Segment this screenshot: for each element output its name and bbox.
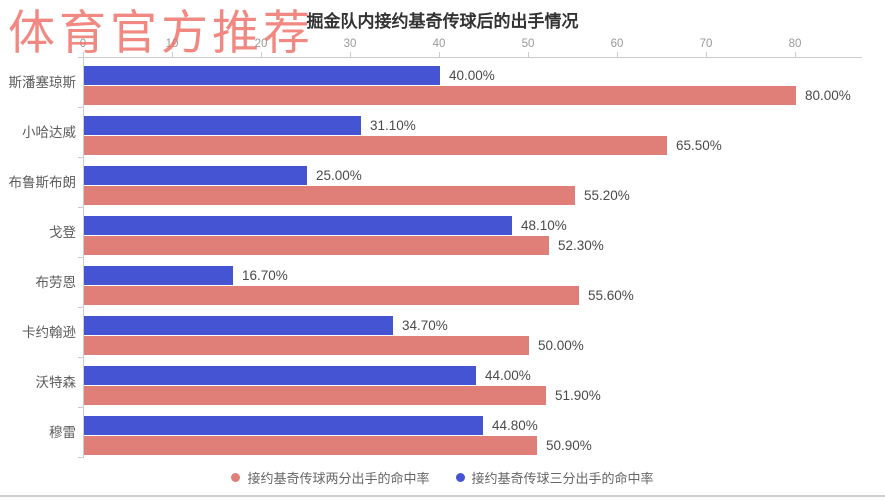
y-axis-tick-mark xyxy=(78,257,83,258)
x-axis-tick-mark xyxy=(439,52,440,57)
x-axis-tick-label: 0 xyxy=(79,38,87,50)
x-axis-tick-mark xyxy=(350,52,351,57)
bar-value-label: 25.00% xyxy=(316,168,362,183)
x-axis-tick-mark xyxy=(795,52,796,57)
bar-three-point[interactable] xyxy=(84,216,512,235)
y-axis-tick-mark xyxy=(78,207,83,208)
legend-item-two-point[interactable]: 接约基奇传球两分出手的命中率 xyxy=(231,468,430,487)
bottom-divider xyxy=(0,495,885,497)
legend-item-three-point[interactable]: 接约基奇传球三分出手的命中率 xyxy=(455,468,654,487)
bar-value-label: 34.70% xyxy=(402,318,448,333)
bar-value-label: 55.60% xyxy=(588,288,634,303)
category-label: 布劳恩 xyxy=(35,275,77,290)
bar-value-label: 65.50% xyxy=(676,138,722,153)
bar-value-label: 44.80% xyxy=(492,418,538,433)
x-axis-tick-mark xyxy=(172,52,173,57)
legend: 接约基奇传球两分出手的命中率 接约基奇传球三分出手的命中率 xyxy=(0,468,885,486)
x-axis-tick-label: 20 xyxy=(254,38,268,50)
bar-value-label: 48.10% xyxy=(521,218,567,233)
legend-item-label: 接约基奇传球三分出手的命中率 xyxy=(471,470,654,486)
x-axis-tick-label: 80 xyxy=(788,38,802,50)
bar-three-point[interactable] xyxy=(84,116,361,135)
bar-value-label: 52.30% xyxy=(558,238,604,253)
x-axis-tick-label: 10 xyxy=(165,38,179,50)
x-axis-tick-label: 30 xyxy=(343,38,357,50)
x-axis-tick-mark xyxy=(83,52,84,57)
x-axis-tick-label: 60 xyxy=(610,38,624,50)
bar-three-point[interactable] xyxy=(84,266,233,285)
legend-dot-blue xyxy=(455,472,465,482)
category-label: 小哈达威 xyxy=(22,125,76,140)
x-axis-tick-mark xyxy=(706,52,707,57)
y-axis-tick-mark xyxy=(78,457,83,458)
x-axis-tick-label: 50 xyxy=(521,38,535,50)
category-label: 布鲁斯布朗 xyxy=(8,175,77,190)
bar-value-label: 16.70% xyxy=(242,268,288,283)
bar-value-label: 55.20% xyxy=(584,188,630,203)
bar-three-point[interactable] xyxy=(84,366,476,385)
bar-two-point[interactable] xyxy=(84,436,537,455)
bar-value-label: 80.00% xyxy=(805,88,851,103)
bar-value-label: 44.00% xyxy=(485,368,531,383)
category-label: 斯潘塞琼斯 xyxy=(8,75,77,90)
bar-value-label: 50.90% xyxy=(546,438,592,453)
x-axis-tick-label: 40 xyxy=(432,38,446,50)
bar-two-point[interactable] xyxy=(84,86,796,105)
y-axis-tick-mark xyxy=(78,307,83,308)
chart-title: 掘金队内接约基奇传球后的出手情况 xyxy=(306,12,579,31)
bar-value-label: 31.10% xyxy=(370,118,416,133)
bar-value-label: 40.00% xyxy=(449,68,495,83)
x-axis-line xyxy=(83,57,862,58)
y-axis-tick-mark xyxy=(78,107,83,108)
y-axis-tick-mark xyxy=(78,157,83,158)
bar-two-point[interactable] xyxy=(84,386,546,405)
y-axis-tick-mark xyxy=(78,357,83,358)
bar-three-point[interactable] xyxy=(84,416,483,435)
y-axis-tick-mark xyxy=(78,57,83,58)
category-label: 戈登 xyxy=(49,225,76,240)
x-axis-tick-label: 70 xyxy=(699,38,713,50)
bar-two-point[interactable] xyxy=(84,236,549,255)
legend-item-label: 接约基奇传球两分出手的命中率 xyxy=(247,470,430,486)
category-label: 穆雷 xyxy=(49,425,76,440)
y-axis-tick-mark xyxy=(78,407,83,408)
legend-dot-red xyxy=(231,472,241,482)
bar-three-point[interactable] xyxy=(84,166,307,185)
bar-two-point[interactable] xyxy=(84,186,575,205)
category-label: 沃特森 xyxy=(35,375,77,390)
category-label: 卡约翰逊 xyxy=(22,325,76,340)
bar-two-point[interactable] xyxy=(84,136,667,155)
bar-three-point[interactable] xyxy=(84,66,440,85)
bar-two-point[interactable] xyxy=(84,286,579,305)
bar-three-point[interactable] xyxy=(84,316,393,335)
x-axis-tick-mark xyxy=(617,52,618,57)
bar-value-label: 51.90% xyxy=(555,388,601,403)
x-axis-tick-mark xyxy=(528,52,529,57)
y-axis-line xyxy=(83,57,84,458)
x-axis-tick-mark xyxy=(261,52,262,57)
bar-value-label: 50.00% xyxy=(538,338,584,353)
bar-two-point[interactable] xyxy=(84,336,529,355)
